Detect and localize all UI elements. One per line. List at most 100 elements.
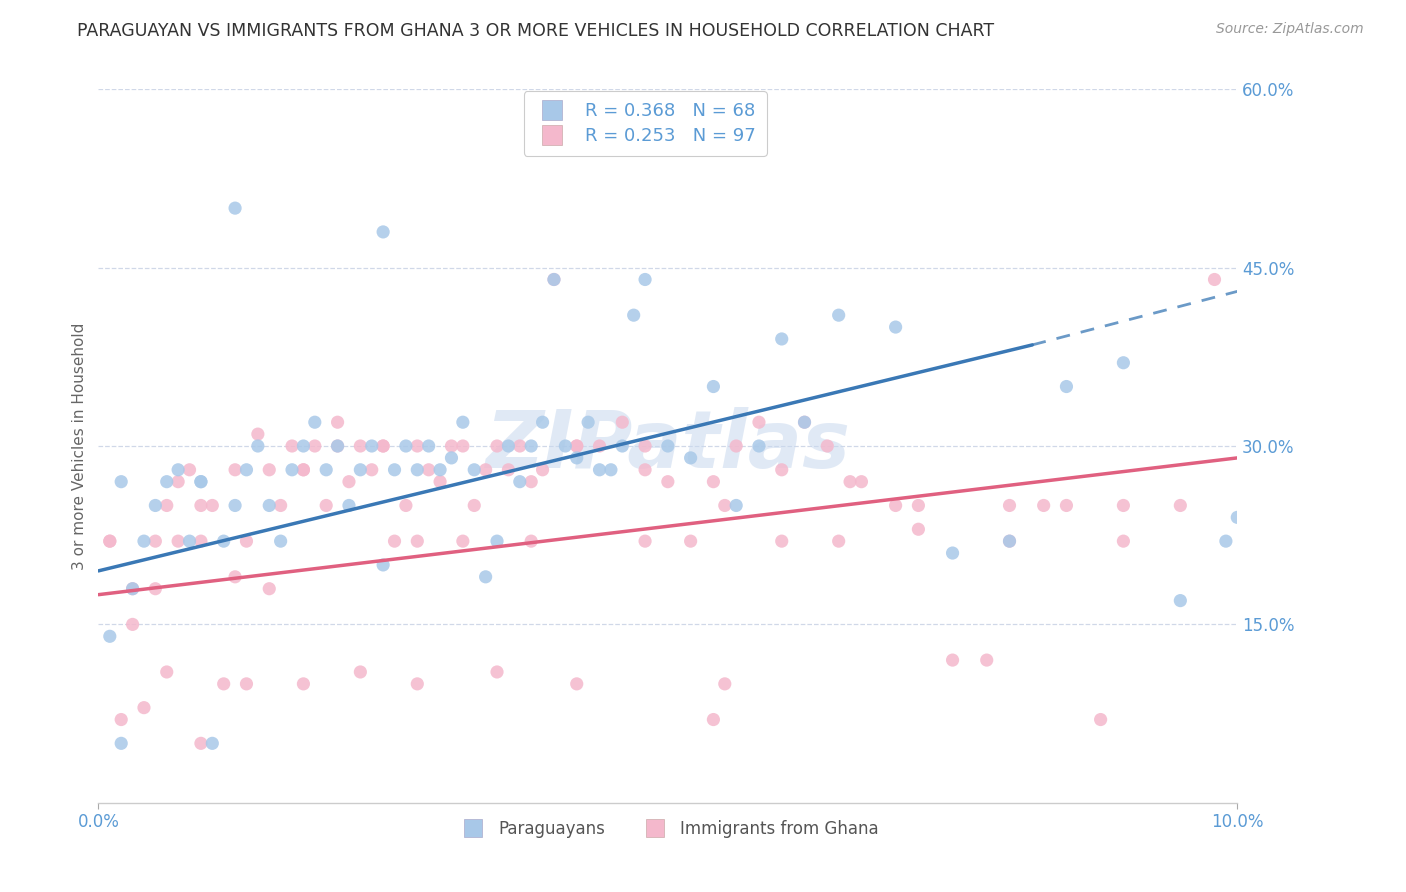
Point	[1112, 534, 1135, 549]
Point	[748, 415, 770, 429]
Point	[360, 463, 382, 477]
Point	[748, 439, 770, 453]
Point	[315, 499, 337, 513]
Point	[406, 677, 429, 691]
Point	[1204, 272, 1226, 286]
Point	[167, 463, 190, 477]
Point	[623, 308, 645, 322]
Point	[110, 713, 132, 727]
Point	[121, 617, 143, 632]
Point	[373, 439, 395, 453]
Point	[998, 499, 1021, 513]
Point	[531, 415, 554, 429]
Point	[292, 463, 315, 477]
Text: PARAGUAYAN VS IMMIGRANTS FROM GHANA 3 OR MORE VEHICLES IN HOUSEHOLD CORRELATION : PARAGUAYAN VS IMMIGRANTS FROM GHANA 3 OR…	[77, 22, 994, 40]
Point	[429, 463, 451, 477]
Point	[98, 534, 121, 549]
Point	[281, 439, 304, 453]
Point	[121, 582, 143, 596]
Point	[156, 665, 179, 679]
Point	[384, 463, 406, 477]
Point	[156, 475, 179, 489]
Point	[326, 439, 349, 453]
Point	[292, 439, 315, 453]
Point	[395, 439, 418, 453]
Point	[270, 534, 292, 549]
Point	[179, 534, 201, 549]
Point	[373, 558, 395, 572]
Point	[509, 475, 531, 489]
Point	[509, 439, 531, 453]
Point	[259, 499, 281, 513]
Point	[406, 463, 429, 477]
Point	[1112, 499, 1135, 513]
Point	[304, 439, 326, 453]
Point	[1170, 499, 1192, 513]
Point	[1056, 499, 1078, 513]
Point	[349, 439, 371, 453]
Point	[235, 463, 257, 477]
Point	[281, 463, 304, 477]
Point	[190, 475, 212, 489]
Point	[110, 736, 132, 750]
Point	[190, 534, 212, 549]
Text: ZIPatlas: ZIPatlas	[485, 407, 851, 485]
Point	[531, 463, 554, 477]
Point	[190, 499, 212, 513]
Text: Source: ZipAtlas.com: Source: ZipAtlas.com	[1216, 22, 1364, 37]
Point	[486, 439, 509, 453]
Point	[373, 439, 395, 453]
Point	[474, 570, 496, 584]
Point	[98, 629, 121, 643]
Point	[907, 499, 929, 513]
Point	[657, 439, 679, 453]
Point	[565, 439, 588, 453]
Point	[486, 534, 509, 549]
Point	[725, 499, 748, 513]
Point	[349, 463, 371, 477]
Point	[520, 439, 543, 453]
Point	[565, 439, 588, 453]
Point	[851, 475, 873, 489]
Point	[828, 534, 851, 549]
Point	[440, 439, 463, 453]
Point	[588, 439, 610, 453]
Point	[588, 463, 610, 477]
Point	[179, 463, 201, 477]
Point	[429, 475, 451, 489]
Point	[349, 665, 371, 679]
Point	[337, 475, 360, 489]
Point	[190, 475, 212, 489]
Legend: Paraguayans, Immigrants from Ghana: Paraguayans, Immigrants from Ghana	[450, 814, 886, 845]
Point	[326, 439, 349, 453]
Point	[828, 308, 851, 322]
Point	[1090, 713, 1112, 727]
Point	[714, 677, 737, 691]
Point	[304, 415, 326, 429]
Point	[167, 475, 190, 489]
Point	[384, 534, 406, 549]
Point	[246, 427, 269, 442]
Point	[110, 475, 132, 489]
Point	[145, 499, 167, 513]
Point	[815, 439, 838, 453]
Point	[1226, 510, 1249, 524]
Point	[190, 736, 212, 750]
Point	[373, 225, 395, 239]
Point	[770, 332, 793, 346]
Point	[212, 534, 235, 549]
Point	[679, 450, 702, 465]
Point	[770, 463, 793, 477]
Point	[907, 522, 929, 536]
Point	[702, 379, 724, 393]
Point	[201, 736, 224, 750]
Point	[337, 499, 360, 513]
Point	[463, 499, 485, 513]
Point	[145, 534, 167, 549]
Point	[576, 415, 599, 429]
Point	[98, 534, 121, 549]
Point	[451, 415, 474, 429]
Point	[418, 439, 440, 453]
Point	[145, 582, 167, 596]
Point	[315, 463, 337, 477]
